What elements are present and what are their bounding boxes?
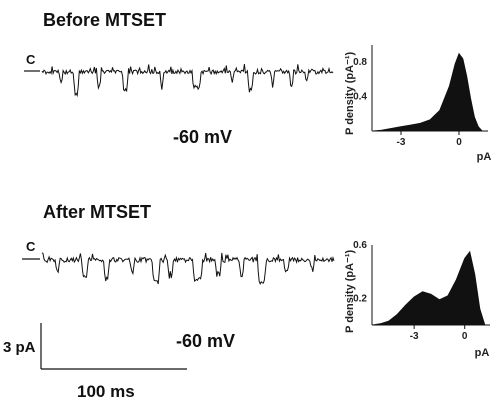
histogram-xlabel-before: pA — [477, 151, 492, 163]
histogram-xtick-label-after: 0 — [462, 331, 468, 342]
histogram-area-after — [371, 250, 486, 326]
closed-level-label-after: C — [26, 239, 36, 254]
histogram-ytick-label-after: 0.6 — [353, 240, 367, 251]
histogram-xtick-label-before: 0 — [456, 137, 462, 148]
panel-title-before: Before MTSET — [43, 10, 166, 30]
scale-bar-current-label: 3 pA — [3, 339, 36, 356]
closed-level-label-before: C — [26, 52, 36, 67]
histogram-ylabel-after: P density (pA⁻¹) — [344, 249, 356, 333]
scale-bar-time-label: 100 ms — [77, 382, 135, 401]
voltage-label-before: -60 mV — [173, 127, 232, 147]
current-trace-after — [41, 252, 335, 285]
panel-before: Before MTSET C -60 mV -3 0 0.4 0.8 pA P … — [24, 10, 491, 163]
histogram-xlabel-after: pA — [475, 347, 490, 359]
histogram-xtick-label-after: -3 — [410, 331, 419, 342]
histogram-before: -3 0 0.4 0.8 pA P density (pA⁻¹) — [344, 45, 491, 163]
panel-after: After MTSET C -60 mV -3 0 0.2 0.6 pA P d… — [22, 202, 490, 359]
histogram-area-before — [371, 52, 484, 132]
scale-bar: 3 pA 100 ms — [3, 323, 187, 401]
histogram-ytick-label-before: 0.4 — [353, 92, 367, 103]
histogram-ytick-label-before: 0.8 — [353, 57, 367, 68]
histogram-xtick-label-before: -3 — [397, 137, 406, 148]
voltage-label-after: -60 mV — [176, 331, 235, 351]
panel-title-after: After MTSET — [43, 202, 151, 222]
histogram-ytick-label-after: 0.2 — [353, 293, 367, 304]
histogram-ylabel-before: P density (pA⁻¹) — [344, 51, 356, 135]
current-trace-before — [41, 64, 334, 98]
histogram-after: -3 0 0.2 0.6 pA P density (pA⁻¹) — [344, 240, 490, 359]
